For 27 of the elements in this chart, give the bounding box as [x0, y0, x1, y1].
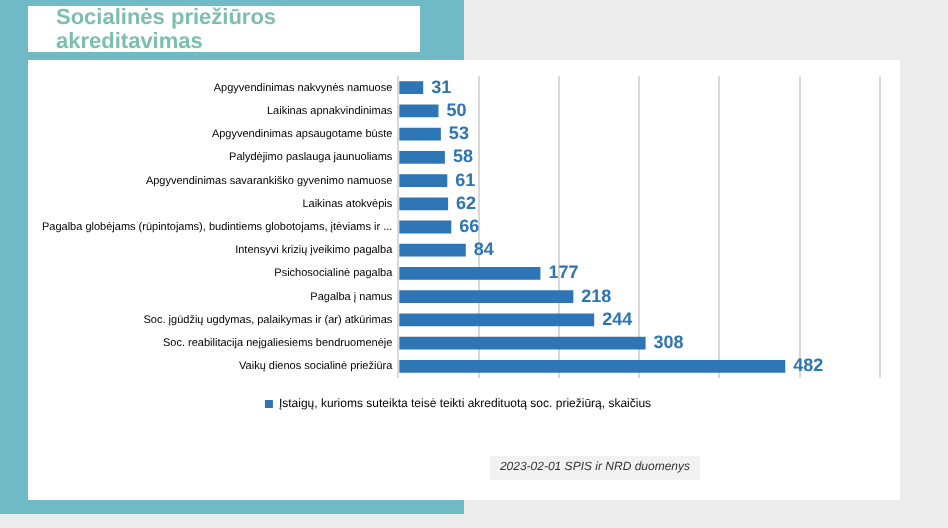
bar	[399, 81, 424, 94]
data-label: 84	[473, 239, 494, 260]
data-label: 218	[581, 285, 612, 306]
bar	[399, 243, 466, 257]
bar	[399, 104, 439, 118]
bar	[399, 267, 541, 280]
bar	[399, 290, 574, 304]
data-label: 308	[653, 332, 684, 353]
data-label: 482	[793, 355, 824, 376]
bar	[399, 220, 452, 234]
bar	[399, 360, 786, 373]
data-label: 66	[459, 215, 480, 236]
data-label: 62	[456, 192, 477, 213]
bar	[399, 197, 449, 211]
bar	[399, 336, 646, 350]
bar	[399, 127, 441, 141]
data-label: 31	[431, 76, 452, 97]
text: Socialinės priežiūros akreditavimas	[56, 5, 279, 53]
data-label: 177	[548, 262, 579, 283]
bar	[399, 313, 595, 327]
bar	[399, 174, 448, 187]
data-label: 50	[446, 99, 467, 120]
data-label: 61	[455, 169, 476, 190]
data-label: 58	[452, 146, 473, 167]
bar	[399, 150, 445, 164]
data-label: 244	[602, 308, 633, 329]
data-label: 53	[448, 123, 469, 144]
